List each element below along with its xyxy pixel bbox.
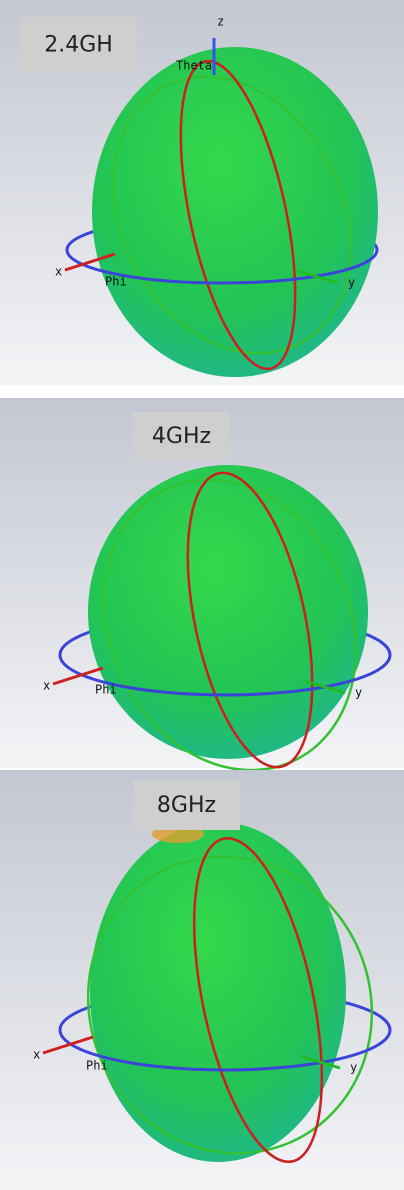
axis-label: x — [33, 1048, 40, 1062]
radiation-pattern — [88, 465, 368, 759]
frequency-label-box — [20, 17, 137, 72]
pattern-panel: 8GHz x Phi y — [0, 770, 404, 1190]
radiation-pattern — [92, 47, 378, 377]
axis-label: Theta — [176, 59, 212, 73]
theta-ring-red — [179, 59, 297, 371]
x-axis-arrow — [64, 252, 116, 272]
theta-ring-green — [86, 855, 374, 1155]
axis-label: z — [217, 15, 224, 29]
pattern-panel: 4GHz x Phi y — [0, 398, 404, 772]
axis-label: x — [55, 265, 62, 279]
x-axis-arrow — [52, 666, 104, 686]
y-axis-arrow — [304, 679, 346, 695]
azimuth-ring-front — [58, 654, 392, 697]
theta-ring-red — [186, 471, 314, 769]
y-axis-arrow — [297, 269, 339, 285]
radiation-pattern — [90, 822, 346, 1162]
frequency-label: 2.4GH — [44, 33, 113, 58]
frequency-label-box — [133, 780, 240, 830]
axis-label: Phi — [86, 1059, 108, 1073]
axis-label: Phi — [105, 275, 127, 289]
axis-label: Phi — [95, 683, 117, 697]
frequency-label: 8GHz — [157, 793, 216, 818]
axis-label: y — [355, 686, 362, 700]
axis-label: x — [43, 679, 50, 693]
frequency-label-box — [133, 412, 230, 460]
pattern-panel: 2.4GH z Theta x Phi y — [0, 0, 404, 385]
axis-label: y — [350, 1061, 357, 1075]
y-axis-arrow — [299, 1054, 341, 1070]
frequency-label: 4GHz — [152, 424, 211, 449]
axis-label: y — [348, 276, 355, 290]
x-axis-arrow — [42, 1035, 94, 1055]
theta-ring-green — [112, 75, 352, 355]
azimuth-ring-front — [58, 1029, 392, 1072]
theta-ring-red — [192, 836, 324, 1164]
